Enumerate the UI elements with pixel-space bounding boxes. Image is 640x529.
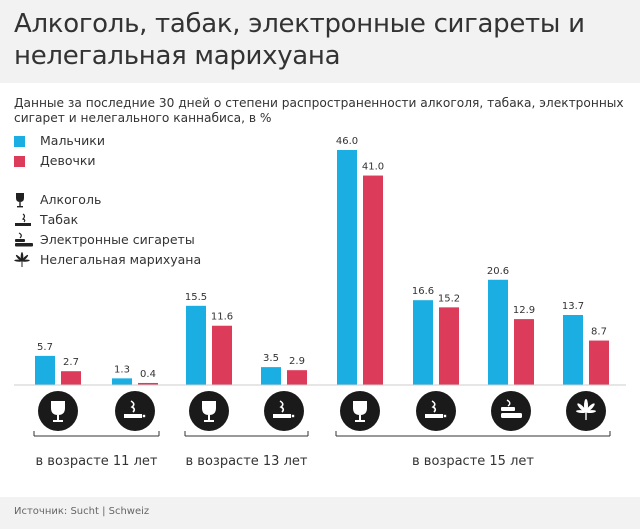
value-label-boys-0: 5.7	[37, 342, 53, 353]
cigarette-icon	[15, 213, 31, 226]
value-label-boys-3: 3.5	[263, 353, 279, 364]
value-label-girls-6: 12.9	[513, 305, 535, 316]
bar-girls-3	[287, 370, 307, 385]
bar-girls-4	[363, 175, 383, 385]
e-cigarette-icon	[15, 232, 33, 247]
legend-label-tobacco: Табак	[40, 212, 79, 227]
value-label-girls-7: 8.7	[591, 327, 607, 338]
value-label-boys-7: 13.7	[562, 301, 584, 312]
bar-boys-2	[186, 305, 206, 385]
value-label-girls-4: 41.0	[362, 162, 384, 173]
bar-boys-1	[112, 378, 132, 385]
legend-swatch-girls	[14, 156, 25, 167]
value-label-boys-5: 16.6	[412, 286, 434, 297]
chart-subtitle: Данные за последние 30 дней о степени ра…	[14, 96, 624, 125]
cigarette-icon	[264, 391, 304, 431]
bar-girls-6	[514, 319, 534, 385]
bar-girls-1	[138, 382, 158, 385]
bar-boys-5	[413, 300, 433, 385]
bar-girls-0	[61, 371, 81, 385]
source-band: Источник: Sucht | Schweiz	[0, 497, 640, 529]
bar-boys-7	[563, 315, 583, 385]
bar-chart: 5.7 1.3 15.5 3.5 46.0 16.6 20.6 13.7 2.7 0.4 11.6 2…	[14, 136, 626, 469]
bar-girls-5	[439, 307, 459, 385]
cigarette-icon	[115, 391, 155, 431]
cannabis-leaf-icon	[14, 252, 30, 267]
bar-girls-7	[589, 340, 609, 385]
wine-glass-icon	[189, 391, 229, 431]
value-label-boys-4: 46.0	[336, 136, 358, 147]
value-label-boys-6: 20.6	[487, 266, 509, 277]
cigarette-icon	[416, 391, 456, 431]
bar-girls-2	[212, 325, 232, 385]
header-band: Алкоголь, табак, электронные сигареты и …	[0, 0, 640, 83]
legend-label-ecig: Электронные сигареты	[40, 232, 195, 247]
value-label-girls-5: 15.2	[438, 293, 460, 304]
chart-title: Алкоголь, табак, электронные сигареты и …	[14, 9, 585, 71]
cannabis-leaf-icon	[566, 391, 606, 431]
value-label-girls-0: 2.7	[63, 357, 79, 368]
legend-label-girls: Девочки	[40, 153, 96, 168]
bar-boys-0	[35, 355, 55, 385]
value-label-boys-2: 15.5	[185, 292, 207, 303]
group-label-2: в возрасте 15 лет	[412, 454, 534, 469]
legend-label-cannabis: Нелегальная марихуана	[40, 252, 202, 267]
legend-label-boys: Мальчики	[40, 133, 105, 148]
wine-glass-icon	[38, 391, 78, 431]
bar-boys-4	[337, 150, 357, 385]
value-label-girls-2: 11.6	[211, 312, 233, 323]
value-label-girls-1: 0.4	[140, 369, 156, 380]
e-cigarette-icon	[491, 391, 531, 431]
source-text: Источник: Sucht | Schweiz	[14, 506, 150, 517]
bar-boys-3	[261, 367, 281, 385]
value-label-girls-3: 2.9	[289, 356, 305, 367]
wine-glass-icon	[340, 391, 380, 431]
wine-glass-icon	[16, 193, 24, 208]
legend-swatch-boys	[14, 136, 25, 147]
bar-boys-6	[488, 279, 508, 385]
group-label-0: в возрасте 11 лет	[36, 454, 158, 469]
value-label-boys-1: 1.3	[114, 364, 130, 375]
group-label-1: в возрасте 13 лет	[186, 454, 308, 469]
legend-label-alcohol: Алкоголь	[40, 192, 102, 207]
